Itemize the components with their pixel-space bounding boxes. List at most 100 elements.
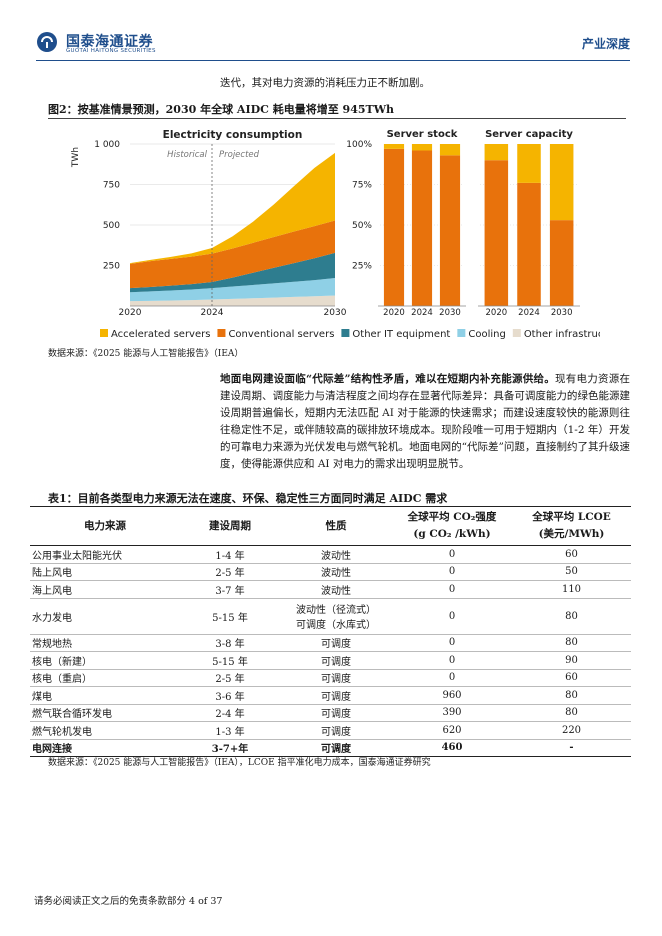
paragraph-lead: 地面电网建设面临“代际差”结构性矛盾，难以在短期内补充能源供给。 <box>220 373 556 385</box>
area-y-tick-label: 750 <box>103 181 120 191</box>
area-series-accelerated-servers <box>130 152 335 264</box>
cell-source: 水力发电 <box>30 598 180 635</box>
area-x-tick-label: 2030 <box>324 308 347 318</box>
legend-entry: Other infrastructure <box>524 329 600 340</box>
cell-source: 燃气轮机发电 <box>30 721 180 740</box>
brand-logo <box>36 31 176 55</box>
area-series-cooling <box>130 277 335 302</box>
cell-co2: 0 <box>392 669 512 687</box>
body-paragraph: 地面电网建设面临“代际差”结构性矛盾，难以在短期内补充能源供给。现有电力资源在建… <box>220 371 630 473</box>
cell-co2: 0 <box>392 634 512 652</box>
cell-source: 燃气联合循环发电 <box>30 704 180 722</box>
cell-lcoe: 110 <box>512 580 631 599</box>
cell-period: 5-15 年 <box>180 598 280 635</box>
historical-annotation: Historical <box>167 150 207 160</box>
cell-co2: 390 <box>392 704 512 722</box>
cell-nature: 波动性 <box>280 563 392 581</box>
legend-entry: Cooling <box>468 329 505 340</box>
cell-lcoe: 60 <box>512 669 631 687</box>
cell-source: 海上风电 <box>30 580 180 599</box>
bar-accelerated-servers <box>383 144 405 149</box>
section-label: 产业深度 <box>581 37 630 51</box>
cell-lcoe: 90 <box>512 651 631 670</box>
bar-x-tick-label: 2030 <box>551 308 573 318</box>
bar-accelerated-servers <box>517 144 541 183</box>
cell-period: 3-7 年 <box>180 580 280 599</box>
legend-entry: Other IT equipment <box>352 329 450 340</box>
table-row: 海上风电 3-7 年波动性 0 110 <box>30 580 631 599</box>
bar-y-tick-label: 50% <box>352 221 372 231</box>
brand-name: 国泰海通证券 <box>66 34 153 50</box>
table-row: 陆上风电 2-5 年波动性 0 50 <box>30 563 631 581</box>
bar-x-tick-label: 2020 <box>486 308 508 318</box>
area-chart-title: Electricity consumption <box>163 129 303 141</box>
cell-nature: 波动性 <box>280 545 392 564</box>
cell-nature: 波动性（径流式） 可调度（水库式） <box>280 598 392 635</box>
legend-entry: Accelerated servers <box>111 329 210 340</box>
bar-conventional-servers <box>484 160 509 306</box>
bar-conventional-servers <box>383 148 405 306</box>
area-x-tick-label: 2024 <box>201 308 224 318</box>
bar-conventional-servers <box>549 220 574 306</box>
header-divider <box>36 60 630 61</box>
table-source: 数据来源：《2025 能源与人工智能报告》（IEA），LCOE 指平准化电力成本… <box>48 758 431 768</box>
bar-x-tick-label: 2020 <box>383 308 405 318</box>
figure-divider <box>48 118 626 119</box>
cell-source: 核电（重启） <box>30 669 180 687</box>
cell-nature: 可调度 <box>280 686 392 705</box>
bar-y-tick-label: 100% <box>346 140 372 150</box>
area-series-other-infrastructure <box>130 295 335 306</box>
cell-co2: 460 <box>392 739 512 757</box>
cell-period: 3-6 年 <box>180 686 280 705</box>
intro-line: 迭代，其对电力资源的消耗压力正不断加剧。 <box>220 77 430 89</box>
cell-co2: 0 <box>392 580 512 599</box>
col-header-co2: 全球平均 CO₂强度 (g CO₂ /kWh) <box>392 506 512 546</box>
cell-lcoe: 220 <box>512 721 631 740</box>
bar-accelerated-servers <box>484 144 509 161</box>
cell-co2: 620 <box>392 721 512 740</box>
figure-source: 数据来源：《2025 能源与人工智能报告》（IEA） <box>48 349 244 359</box>
area-y-tick-label: 500 <box>103 221 120 231</box>
cell-period: 5-15 年 <box>180 651 280 670</box>
legend-swatch <box>512 329 521 337</box>
bar-y-tick-label: 75% <box>352 181 372 191</box>
table-row: 水力发电 5-15 年波动性（径流式） 可调度（水库式） 0 80 <box>30 598 631 635</box>
bar-conventional-servers <box>411 150 433 306</box>
bar-y-tick-label: 25% <box>352 262 372 272</box>
bar-accelerated-servers <box>439 144 461 156</box>
projected-annotation: Projected <box>219 150 260 160</box>
area-y-axis-label: TWh <box>71 147 81 168</box>
cell-lcoe: 80 <box>512 686 631 705</box>
table-row: 核电（重启） 2-5 年可调度 0 60 <box>30 669 631 687</box>
cell-lcoe: 50 <box>512 563 631 581</box>
bar-conventional-servers <box>439 155 461 306</box>
brand-name-en: GUOTAI HAITONG SECURITIES <box>66 48 156 54</box>
page-footer: 请务必阅读正文之后的免责条款部分 4 of 37 <box>34 896 223 907</box>
table-row: 煤电 3-6 年可调度 960 80 <box>30 686 631 705</box>
figure-chart: Electricity consumption TWh 250 500 750 1 000… <box>71 129 600 340</box>
cell-source: 电网连接 <box>30 739 180 757</box>
bar-x-tick-label: 2024 <box>411 308 433 318</box>
paragraph-body: 现有电力资源在建设周期、调度能力与清洁程度之间均存在显著代际差异：具备可调度能力… <box>220 373 631 470</box>
power-source-table: 电力来源 建设周期 性质 全球平均 CO₂强度 (g CO₂ /kWh) 全球平均… <box>30 506 631 757</box>
legend-swatch <box>457 329 466 337</box>
cell-source: 常规地热 <box>30 634 180 652</box>
col-header-nature: 性质 <box>280 506 392 546</box>
cell-nature: 可调度 <box>280 651 392 670</box>
figure-title: 图2：按基准情景预测，2030 年全球 AIDC 耗电量将增至 945TWh <box>48 103 395 116</box>
table-row: 燃气联合循环发电 2-4 年可调度 390 80 <box>30 704 631 722</box>
cell-lcoe: 60 <box>512 545 631 564</box>
cell-nature: 可调度 <box>280 739 392 757</box>
cell-co2: 0 <box>392 545 512 564</box>
bar-accelerated-servers <box>411 144 433 151</box>
table-row: 公用事业太阳能光伏 1-4 年波动性 0 60 <box>30 545 631 564</box>
bar-accelerated-servers <box>549 144 574 221</box>
cell-lcoe: - <box>512 739 631 757</box>
col-header-source: 电力来源 <box>30 506 180 546</box>
cell-period: 3-8 年 <box>180 634 280 652</box>
cell-nature: 可调度 <box>280 704 392 722</box>
legend-swatch <box>341 329 350 337</box>
table-row: 燃气轮机发电 1-3 年可调度 620 220 <box>30 721 631 740</box>
legend-swatch <box>100 329 108 337</box>
cell-source: 核电（新建） <box>30 651 180 670</box>
